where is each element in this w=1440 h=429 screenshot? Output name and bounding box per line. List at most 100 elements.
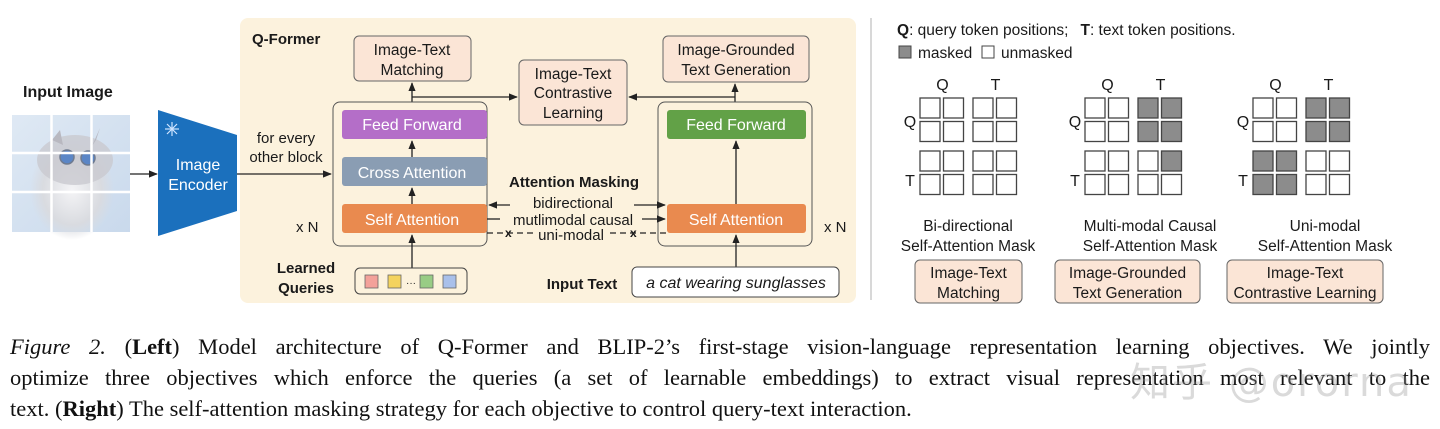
encoder-label-line1: Image	[176, 157, 221, 174]
svg-text:Image-Text: Image-Text	[535, 66, 612, 83]
image-encoder	[158, 110, 237, 236]
svg-text:Text Generation: Text Generation	[681, 62, 790, 79]
mask-cell-masked	[1305, 97, 1327, 119]
caption-text: (	[105, 334, 133, 359]
repeat-label-left: x N	[296, 219, 319, 236]
mask-col-label-q: Q	[936, 77, 948, 94]
mask-cell-unmasked	[995, 97, 1018, 119]
mask-cell-masked	[1305, 120, 1327, 143]
unmasked-swatch	[981, 45, 995, 59]
mask-cell-unmasked	[1305, 150, 1327, 172]
mask-cell-unmasked	[1328, 150, 1351, 172]
mask-row-label-q: Q	[904, 114, 916, 131]
query-token	[387, 274, 402, 289]
caption-left-bold: Left	[132, 334, 173, 359]
svg-text:Image-Grounded: Image-Grounded	[677, 42, 794, 59]
caption-right-bold: Right	[62, 396, 117, 421]
caption-line-1: Figure 2. (Left) Model architecture of Q…	[10, 334, 1430, 360]
mask-cell-unmasked	[972, 120, 994, 143]
encoder-label-line2: Encoder	[168, 177, 228, 194]
mask-row-label-t: T	[905, 173, 915, 190]
mask-objective-line2: Contrastive Learning	[1233, 285, 1376, 302]
blocked-mark-right: x	[630, 226, 637, 240]
mask-bidirectional-label: bidirectional	[533, 195, 613, 212]
svg-text:Cross Attention: Cross Attention	[358, 165, 467, 182]
mask-col-label-t: T	[991, 77, 1001, 94]
mask-cell-unmasked	[1084, 173, 1106, 196]
mask-cell-unmasked	[942, 150, 965, 172]
mask-objective-line1: Image-Text	[930, 265, 1007, 282]
mask-cell-unmasked	[972, 97, 994, 119]
mask-unimodal-label: uni-modal	[538, 227, 604, 244]
masking-arrows	[487, 201, 667, 234]
mask-col-label-t: T	[1324, 77, 1334, 94]
mask-cell-unmasked	[919, 97, 941, 119]
snowflake-icon	[165, 122, 179, 136]
cross-attention: Cross Attention	[342, 157, 487, 186]
mask-cell-masked	[1328, 97, 1351, 119]
repeat-label-right: x N	[824, 219, 847, 236]
query-token	[364, 274, 379, 289]
mask-cell-unmasked	[1160, 173, 1183, 196]
caption-line-2: optimize three objectives which enforce …	[10, 365, 1430, 390]
qformer-label: Q-Former	[252, 31, 321, 48]
mask-cell-masked	[1275, 173, 1298, 196]
mask-objective-line2: Text Generation	[1073, 285, 1182, 302]
objective-arrows	[408, 82, 739, 102]
mask-cell-unmasked	[1084, 120, 1106, 143]
mask-causal-label: mutlimodal causal	[513, 212, 633, 229]
learned-queries-box	[354, 267, 468, 295]
mask-cell-unmasked	[995, 150, 1018, 172]
query-tokens	[364, 274, 457, 289]
mask-title-line2: Self-Attention Mask	[1258, 238, 1393, 255]
mask-title-line2: Self-Attention Mask	[1083, 238, 1218, 255]
mask-objective-line1: Image-Grounded	[1069, 265, 1186, 282]
mask-row-label-t: T	[1070, 173, 1080, 190]
svg-text:Learning: Learning	[543, 105, 603, 122]
mask-cell-unmasked	[1084, 97, 1106, 119]
mask-title-line2: Self-Attention Mask	[901, 238, 1036, 255]
mask-cell-masked	[1252, 150, 1274, 172]
mask-cell-masked	[1328, 120, 1351, 143]
mask-cell-unmasked	[919, 120, 941, 143]
cross-note-line1: for every	[257, 130, 316, 147]
input-image-label: Input Image	[23, 84, 113, 101]
mask-col-label-q: Q	[1101, 77, 1113, 94]
caption-text: ) The self-attention masking strategy fo…	[116, 396, 912, 421]
query-ellipsis: ···	[406, 278, 416, 289]
mask-row-label-q: Q	[1237, 114, 1249, 131]
mask-cell-unmasked	[972, 173, 994, 196]
caption-line-3: text. (Right) The self-attention masking…	[10, 396, 1430, 422]
mask-cell-unmasked	[1107, 150, 1130, 172]
mask-cell-masked	[1160, 97, 1183, 119]
mask-cell-unmasked	[1137, 150, 1159, 172]
mask-objective-box	[1054, 259, 1201, 304]
mask-cell-unmasked	[942, 173, 965, 196]
legend-positions: Q: query token positions; T: text token p…	[897, 22, 1236, 39]
mask-grids: Q T Q T Bi-directional Self-Attention Mask Ima…	[901, 77, 1393, 304]
learned-queries-line2: Queries	[278, 280, 334, 297]
mask-title-line1: Bi-directional	[923, 218, 1013, 235]
query-token	[419, 274, 434, 289]
query-token	[442, 274, 457, 289]
text-transformer-block	[657, 101, 813, 247]
objective-itg-box: Image-Grounded Text Generation	[662, 35, 810, 83]
mask-cell-unmasked	[1107, 120, 1130, 143]
learned-queries-line1: Learned	[277, 260, 335, 277]
masked-swatch	[898, 45, 912, 59]
mask-row-label-t: T	[1238, 173, 1248, 190]
mask-cell-unmasked	[1107, 97, 1130, 119]
mask-cell-masked	[1275, 150, 1298, 172]
svg-text:Matching: Matching	[381, 62, 444, 79]
input-text-value: a cat wearing sunglasses	[646, 275, 826, 292]
mask-title-line1: Multi-modal Causal	[1084, 218, 1217, 235]
legend-unmasked: unmasked	[1001, 45, 1073, 62]
feed-forward-query: Feed Forward	[342, 110, 487, 139]
caption-text: text. (	[10, 396, 63, 421]
mask-objective-box	[914, 259, 1023, 304]
svg-text:Feed Forward: Feed Forward	[686, 117, 786, 134]
mask-cell-unmasked	[1328, 173, 1351, 196]
attention-masking-title: Attention Masking	[509, 174, 639, 191]
mask-cell-unmasked	[919, 150, 941, 172]
svg-text:Self Attention: Self Attention	[689, 212, 783, 229]
